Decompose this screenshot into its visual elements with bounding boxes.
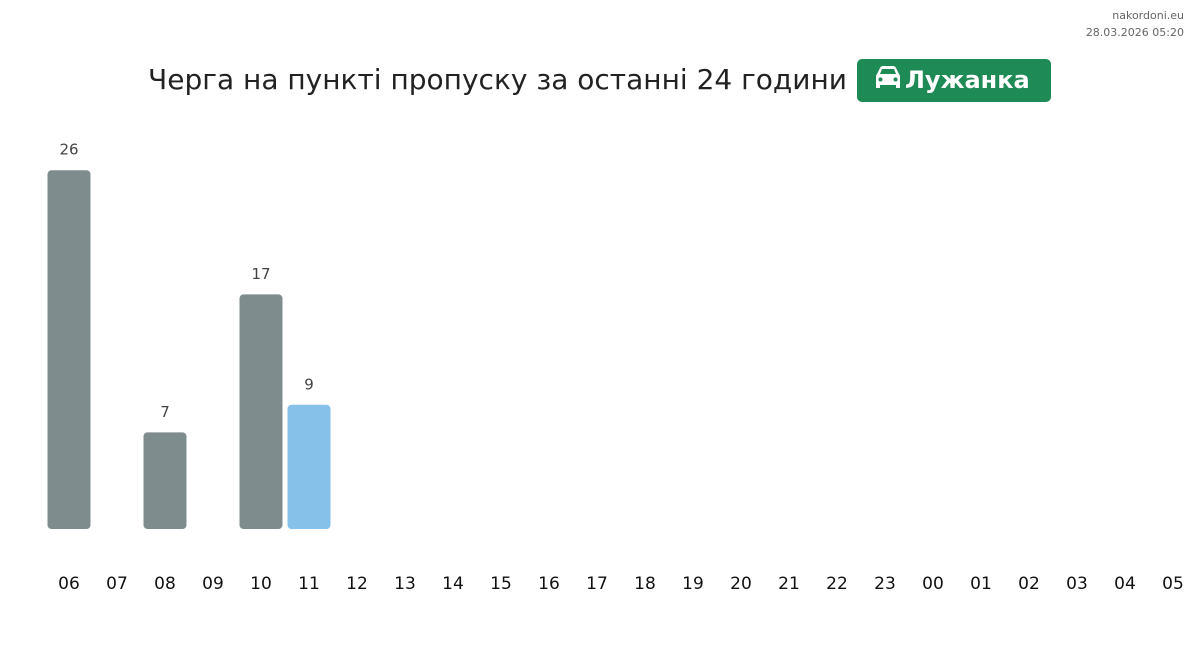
bar <box>287 404 331 529</box>
x-tick-label: 19 <box>682 574 704 594</box>
x-tick-label: 05 <box>1162 574 1184 594</box>
badge <box>857 59 1051 102</box>
x-tick-label: 10 <box>250 574 272 594</box>
x-tick-label: 07 <box>106 574 128 594</box>
x-tick-label: 23 <box>874 574 896 594</box>
value-label: 26 <box>59 141 78 159</box>
x-tick-label: 17 <box>586 574 608 594</box>
x-tick-label: 13 <box>394 574 416 594</box>
chart-title: Черга на пункті пропуску за останні 24 г… <box>148 63 847 96</box>
x-tick-label: 02 <box>1018 574 1040 594</box>
x-tick-label: 21 <box>778 574 800 594</box>
x-tick-label: 16 <box>538 574 560 594</box>
x-tick-label: 04 <box>1114 574 1136 594</box>
x-tick-label: 11 <box>298 574 320 594</box>
x-tick-label: 01 <box>970 574 992 594</box>
badge-label: Лужанка <box>905 66 1030 94</box>
x-tick-label: 12 <box>346 574 368 594</box>
value-label: 9 <box>304 375 314 393</box>
car-icon <box>876 66 900 88</box>
bar <box>47 170 91 529</box>
x-tick-label: 09 <box>202 574 224 594</box>
x-tick-label: 18 <box>634 574 656 594</box>
x-tick-label: 14 <box>442 574 464 594</box>
bar <box>239 294 283 529</box>
x-tick-label: 03 <box>1066 574 1088 594</box>
site-name: nakordoni.eu <box>1112 9 1184 22</box>
bar <box>143 432 187 529</box>
x-tick-label: 15 <box>490 574 512 594</box>
x-tick-label: 22 <box>826 574 848 594</box>
value-label: 17 <box>251 265 270 283</box>
x-tick-label: 20 <box>730 574 752 594</box>
timestamp: 28.03.2026 05:20 <box>1086 26 1184 39</box>
x-tick-label: 00 <box>922 574 944 594</box>
x-tick-label: 06 <box>58 574 80 594</box>
x-tick-label: 08 <box>154 574 176 594</box>
value-label: 7 <box>160 403 170 421</box>
